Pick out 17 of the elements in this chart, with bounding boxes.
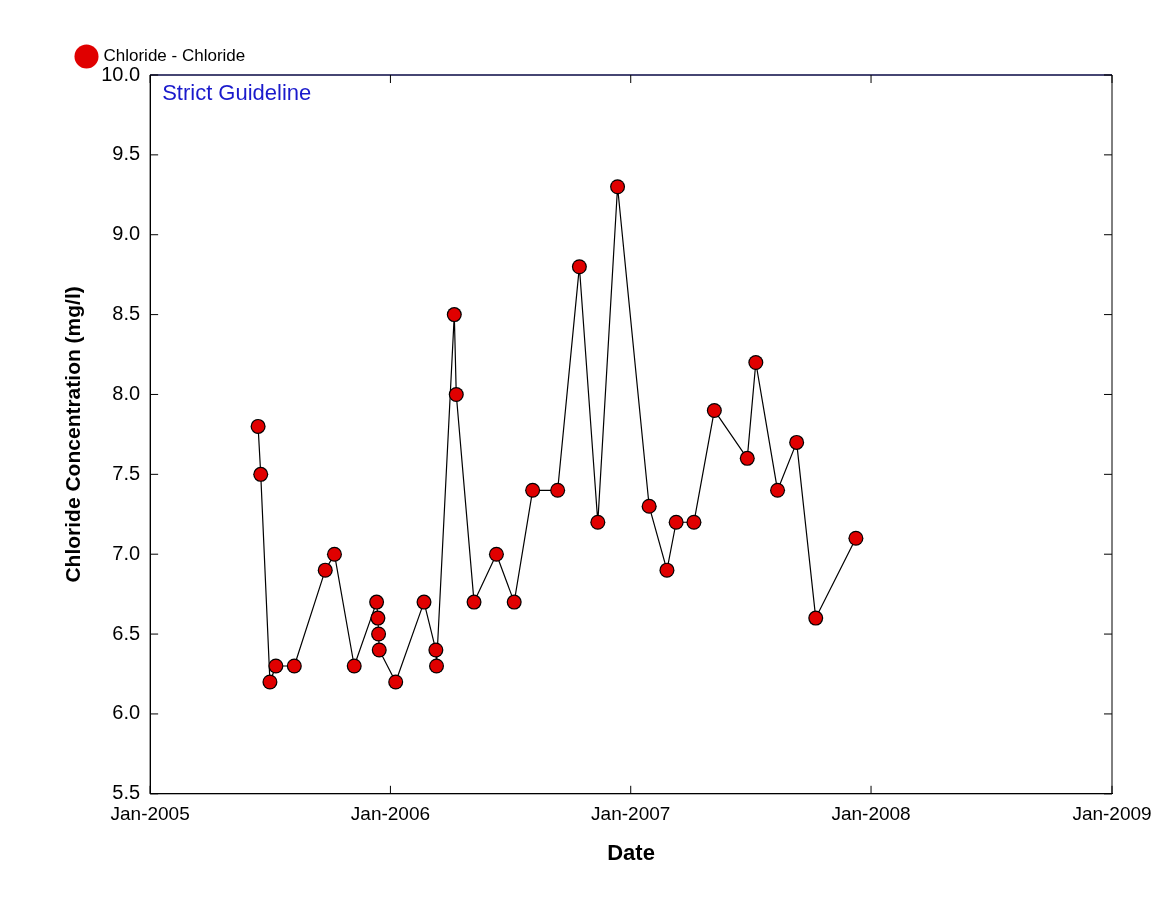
- x-axis-title: Date: [607, 839, 655, 865]
- y-tick-label: 8.5: [112, 302, 141, 325]
- x-tick-label: Jan-2006: [350, 803, 431, 825]
- x-tick-label: Jan-2009: [1072, 803, 1152, 825]
- y-tick-label: 6.0: [112, 701, 141, 724]
- y-tick-label: 9.0: [112, 222, 141, 245]
- y-tick-label: 7.0: [112, 541, 141, 564]
- x-tick-label: Jan-2008: [831, 803, 911, 825]
- y-tick-label: 9.5: [112, 142, 141, 165]
- y-tick-label: 7.5: [112, 461, 141, 484]
- x-tick-label: Jan-2005: [110, 803, 190, 825]
- y-tick-label: 6.5: [112, 621, 141, 644]
- x-tick-label: Jan-2007: [591, 803, 671, 825]
- y-axis-title: Chloride Concentration (mg/l): [61, 286, 85, 583]
- y-tick-label: 8.0: [112, 381, 141, 404]
- y-tick-label: 5.5: [112, 781, 141, 804]
- ref-line-label: Strict Guideline: [162, 80, 312, 106]
